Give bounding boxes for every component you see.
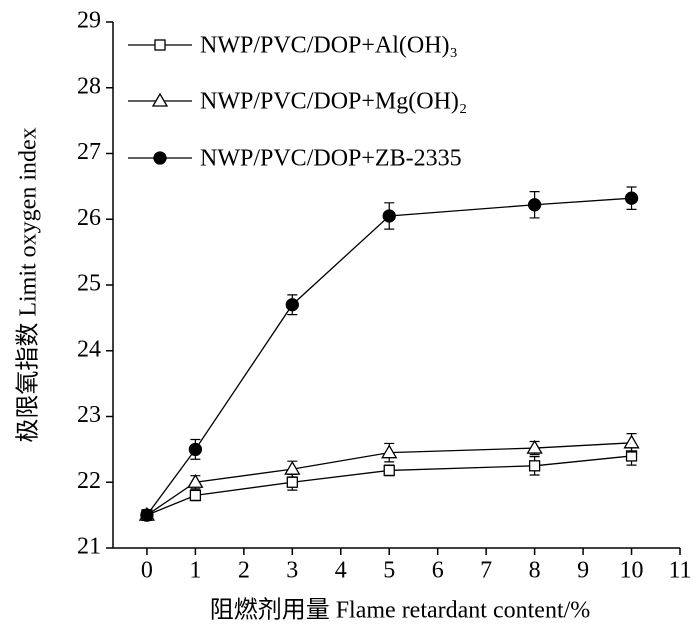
- x-tick-label: 3: [286, 558, 298, 584]
- data-point: [624, 191, 639, 205]
- y-tick-label: 25: [77, 271, 101, 297]
- series-line: [146, 455, 632, 516]
- y-axis-label: 极限氧指数 Limit oxygen index: [15, 127, 42, 442]
- series-line: [146, 442, 632, 516]
- data-point: [383, 464, 395, 477]
- x-tick-label: 2: [238, 558, 250, 584]
- data-point: [381, 444, 398, 459]
- data-point: [284, 460, 301, 475]
- data-point: [187, 473, 204, 488]
- x-tick-label: 5: [383, 558, 395, 584]
- legend-marker: [153, 151, 167, 165]
- data-point: [528, 460, 541, 472]
- x-tick-label: 10: [620, 558, 644, 584]
- x-tick-label: 11: [668, 558, 691, 584]
- x-tick-label: 1: [189, 558, 201, 584]
- y-tick-label: 23: [77, 402, 101, 428]
- y-tick-label: 29: [77, 8, 101, 34]
- data-point: [286, 476, 298, 488]
- x-tick-label: 7: [480, 558, 492, 584]
- series-line: [146, 197, 632, 516]
- y-tick-label: 22: [77, 468, 101, 494]
- data-point: [285, 298, 299, 312]
- data-point: [527, 198, 542, 212]
- y-tick-label: 27: [77, 139, 101, 165]
- legend-label: NWP/PVC/DOP+Mg(OH)₂: [200, 89, 467, 115]
- data-point: [140, 508, 154, 522]
- data-point: [623, 434, 640, 449]
- y-tick-label: 24: [77, 336, 101, 362]
- data-point: [526, 439, 543, 454]
- data-point: [188, 442, 203, 457]
- legend-label: NWP/PVC/DOP+Al(OH)₃: [200, 33, 458, 59]
- y-tick-label: 21: [77, 534, 101, 560]
- x-axis-label: 阻燃剂用量 Flame retardant content/%: [210, 597, 591, 624]
- x-tick-label: 0: [141, 558, 153, 584]
- x-tick-label: 4: [335, 558, 347, 584]
- x-tick-label: 8: [529, 558, 541, 584]
- legend-marker: [154, 39, 166, 51]
- x-tick-label: 9: [577, 558, 589, 584]
- x-tick-label: 6: [432, 558, 444, 584]
- data-point: [382, 209, 396, 223]
- legend-marker: [151, 92, 169, 107]
- y-tick-label: 26: [77, 205, 101, 231]
- data-point: [189, 489, 202, 502]
- legend-label: NWP/PVC/DOP+ZB-2335: [200, 146, 462, 172]
- y-tick-label: 28: [77, 73, 101, 99]
